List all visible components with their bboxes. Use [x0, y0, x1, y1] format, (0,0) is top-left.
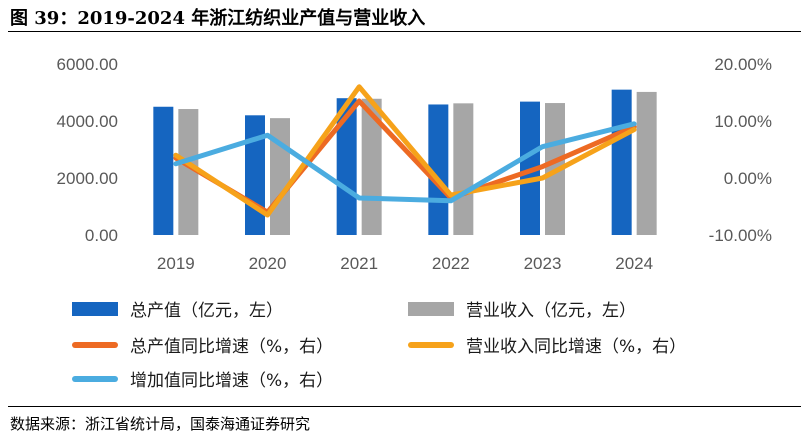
x-axis-tick-label: 2019: [157, 254, 195, 273]
bar-output-value-2021: [336, 98, 357, 235]
bar-output-value-2024: [611, 89, 632, 236]
output-growth-line: [173, 98, 637, 215]
legend-label-revenue-growth: 营业收入同比增速（%，右）: [466, 337, 687, 357]
x-axis-ticks: 2019 2020 2021 2022 2023 2024: [157, 254, 653, 273]
bar-revenue-2024: [636, 91, 657, 236]
legend-item-revenue: 营业收入（亿元，左）: [408, 296, 636, 321]
bar-revenue-2019: [178, 109, 199, 235]
x-axis-tick-label: 2021: [340, 254, 378, 273]
x-axis-tick-label: 2023: [524, 254, 562, 273]
legend-label-output-value: 总产值（亿元，左）: [130, 301, 283, 321]
legend-item-output-value: 总产值（亿元，左）: [72, 296, 283, 321]
value-added-growth-line: [173, 121, 637, 204]
legend-label-value-added-growth: 增加值同比增速（%，右）: [130, 371, 334, 391]
legend-swatch-value-added-growth: [72, 375, 118, 382]
legend-label-revenue: 营业收入（亿元，左）: [466, 301, 636, 321]
legend-swatch-output-growth: [72, 341, 118, 348]
left-axis-ticks: 0.00 2000.00 4000.00 6000.00: [57, 55, 118, 245]
left-axis-tick-label: 0.00: [85, 226, 118, 245]
legend-swatch-revenue: [408, 301, 454, 316]
top-rule: [8, 31, 801, 32]
bar-output-value-2019: [153, 106, 174, 235]
left-axis-tick-label: 4000.00: [57, 112, 118, 131]
bottom-rule: [8, 406, 801, 407]
figure-title: 图 39：2019-2024 年浙江纺织业产值与营业收入: [10, 8, 426, 29]
revenue-growth-line: [173, 84, 637, 218]
right-axis-ticks: -10.00% 0.00% 10.00% 20.00%: [709, 55, 772, 245]
left-axis-tick-label: 2000.00: [57, 169, 118, 188]
right-axis-tick-label: 20.00%: [714, 55, 772, 74]
bars-layer: [153, 89, 657, 236]
bar-output-value-2020: [245, 115, 265, 235]
x-axis-tick-label: 2022: [432, 254, 470, 273]
bar-revenue-2020: [270, 118, 290, 235]
left-axis-tick-label: 6000.00: [57, 55, 118, 74]
lines-layer: [173, 84, 637, 218]
right-axis-tick-label: -10.00%: [709, 226, 772, 245]
bar-revenue-2022: [453, 103, 474, 235]
right-axis-tick-label: 10.00%: [714, 112, 772, 131]
legend-swatch-output-value: [72, 301, 118, 316]
chart: 0.00 2000.00 4000.00 6000.00 -10.00% 0.00% 10…: [57, 55, 772, 273]
x-axis-tick-label: 2020: [249, 254, 287, 273]
source-note: 数据来源：浙江省统计局，国泰海通证券研究: [10, 415, 311, 433]
legend-item-value-added-growth: 增加值同比增速（%，右）: [72, 366, 333, 391]
legend-item-output-growth: 总产值同比增速（%，右）: [72, 332, 333, 357]
legend-item-revenue-growth: 营业收入同比增速（%，右）: [408, 332, 686, 357]
legend-swatch-revenue-growth: [408, 341, 454, 348]
legend-label-output-growth: 总产值同比增速（%，右）: [130, 337, 334, 357]
x-axis-tick-label: 2024: [615, 254, 653, 273]
right-axis-tick-label: 0.00%: [724, 169, 772, 188]
